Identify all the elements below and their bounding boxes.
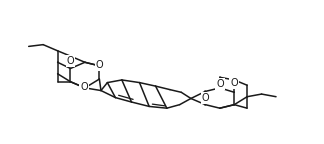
Text: O: O	[96, 60, 103, 70]
Text: O: O	[216, 79, 224, 89]
Text: O: O	[202, 93, 210, 103]
Text: O: O	[80, 82, 88, 92]
Text: O: O	[230, 78, 238, 88]
Text: O: O	[67, 56, 74, 66]
